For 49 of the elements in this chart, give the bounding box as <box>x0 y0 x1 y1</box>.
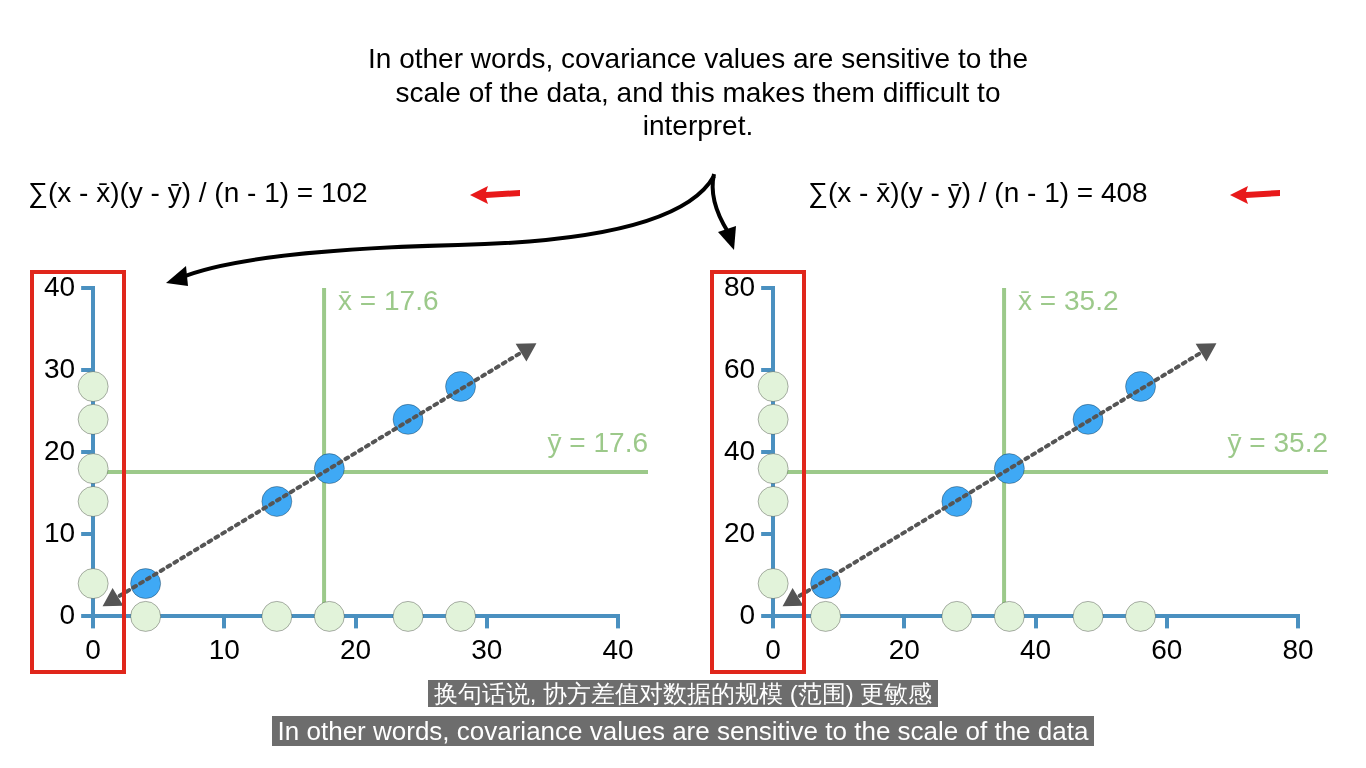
point <box>757 453 789 485</box>
text: ∑(x - x̄)(y - ȳ) / (n - 1) = 102 <box>28 177 368 208</box>
x-tick-label: 80 <box>1282 633 1314 665</box>
point <box>757 371 789 403</box>
ref-line-label: x̄ = 17.6 <box>338 284 439 316</box>
point <box>313 600 345 632</box>
point <box>445 600 477 632</box>
y-tick-label: 0 <box>739 599 756 631</box>
y-tick-label: 80 <box>723 270 756 302</box>
x-tick-label: 40 <box>1019 633 1052 665</box>
point <box>77 568 109 600</box>
point <box>77 485 109 517</box>
x-tick-label: 0 <box>765 633 781 665</box>
point <box>941 600 973 632</box>
y-tick-label: 20 <box>723 517 756 549</box>
x-tick-label: 0 <box>85 633 101 665</box>
x-tick-label: 20 <box>339 633 372 665</box>
point <box>77 403 109 435</box>
point <box>77 453 109 485</box>
y-tick-label: 10 <box>43 517 76 549</box>
x-tick-label: 20 <box>888 633 920 665</box>
y-tick-label: 60 <box>723 352 756 384</box>
point <box>757 568 789 600</box>
ref-line-label: ȳ = 17.6 <box>547 426 648 458</box>
point <box>993 600 1025 632</box>
y-tick-label: 40 <box>723 434 756 466</box>
text: ∑(x - x̄)(y - ȳ) / (n - 1) = 408 <box>808 177 1148 208</box>
x-tick-label: 10 <box>208 633 240 665</box>
point <box>1125 600 1157 632</box>
ref-line-label: ȳ = 35.2 <box>1227 426 1328 458</box>
y-tick-label: 20 <box>43 434 76 466</box>
point <box>810 600 842 632</box>
x-tick-label: 30 <box>471 633 503 665</box>
point <box>1072 600 1104 632</box>
point <box>77 371 109 403</box>
x-tick-label: 60 <box>1151 633 1183 665</box>
text: 换句话说, 协方差值对数据的规模 (范围) 更敏感 <box>427 680 939 707</box>
y-tick-label: 30 <box>43 352 76 384</box>
point <box>261 600 293 632</box>
ref-line-label: x̄ = 35.2 <box>1018 284 1119 316</box>
text: In other words, covariance values are sensitive to the scale of the data, and this makes them difficult to interpret. <box>368 43 1028 142</box>
point <box>757 485 789 517</box>
y-tick-label: 40 <box>43 270 76 302</box>
point <box>130 600 162 632</box>
text: In other words, covariance values are sensitive to the scale of the data <box>271 716 1095 746</box>
x-tick-label: 40 <box>602 633 634 665</box>
point <box>392 600 424 632</box>
y-tick-label: 0 <box>59 599 76 631</box>
point <box>757 403 789 435</box>
